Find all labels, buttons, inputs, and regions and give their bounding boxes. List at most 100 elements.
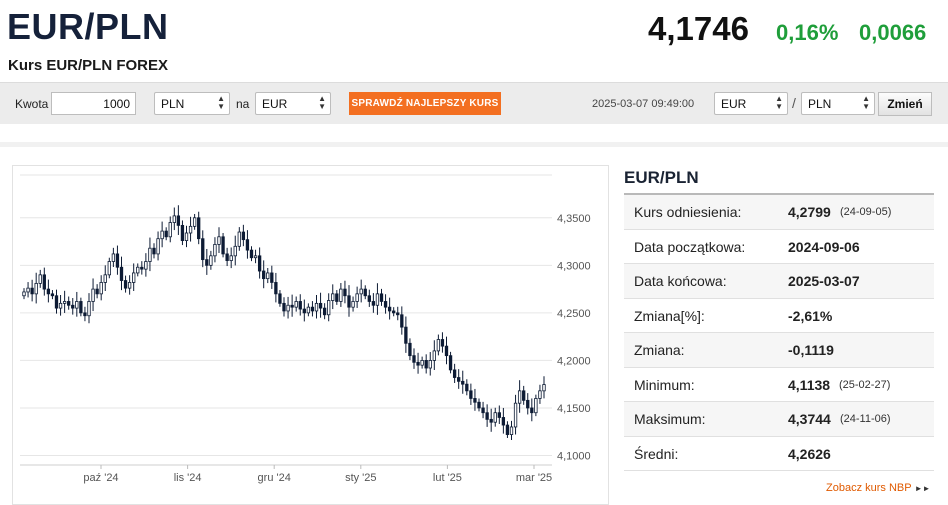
quote-currency-select[interactable]: PLN ▲ ▼: [801, 92, 875, 115]
candle-body: [363, 288, 367, 297]
candlestick-chart[interactable]: 4,1000 4,1500 4,2000 4,2500 4,3000 4,3500 paź …: [12, 165, 609, 503]
candle-body: [241, 231, 246, 241]
candle-body: [91, 288, 95, 302]
best-rate-button[interactable]: SPRAWDŹ NAJLEPSZY KURS: [349, 92, 501, 115]
candle-body: [436, 339, 441, 352]
change-pair-button[interactable]: Zmień: [878, 92, 932, 116]
candle-body: [278, 293, 282, 304]
candle-body: [290, 304, 294, 308]
candle-body: [225, 253, 229, 261]
candle-body: [392, 310, 396, 314]
candle-body: [245, 239, 250, 251]
nbp-rate-link[interactable]: Zobacz kurs NBP ►►: [826, 482, 930, 494]
candle-body: [26, 287, 30, 293]
y-tick-label: 4,2000: [557, 355, 591, 367]
stats-row: Zmiana[%]: -2,61%: [624, 299, 934, 333]
stats-value: -2,61%: [788, 307, 833, 324]
amount-input[interactable]: [51, 92, 136, 115]
x-tick-label: paź '24: [83, 472, 118, 484]
stats-row: Minimum: 4,1138 (25-02-27): [624, 368, 934, 402]
candle-body: [282, 302, 286, 312]
candle-body: [140, 266, 144, 270]
candle-body: [298, 301, 302, 310]
candle-body: [286, 304, 290, 312]
candle-body: [526, 399, 530, 409]
candle-body: [266, 272, 270, 280]
candle-body: [62, 301, 67, 304]
candle-body: [428, 360, 432, 369]
candle-body: [253, 255, 258, 259]
candle-body: [192, 217, 197, 227]
candle-body: [501, 417, 506, 426]
candle-body: [404, 326, 408, 344]
candle-body: [327, 300, 331, 316]
stats-label: Minimum:: [634, 376, 695, 393]
candle-body: [355, 293, 359, 302]
y-tick-label: 4,1000: [557, 450, 591, 462]
candle-body: [270, 272, 274, 283]
candle-body: [343, 288, 347, 297]
base-currency-value: EUR: [721, 97, 747, 111]
candle-body: [318, 302, 323, 309]
y-tick-label: 4,3000: [557, 260, 591, 272]
candle-body: [432, 350, 436, 361]
candle-body: [136, 266, 140, 274]
candle-body: [538, 390, 542, 399]
base-currency-select[interactable]: EUR ▲ ▼: [714, 92, 788, 115]
candle-body: [477, 401, 481, 409]
candle-body: [481, 407, 485, 414]
candle-body: [188, 225, 193, 234]
candle-body: [107, 261, 111, 276]
candle-body: [54, 295, 59, 309]
panel-title: EUR/PLN: [624, 162, 934, 195]
to-currency-select[interactable]: EUR ▲ ▼: [255, 92, 331, 115]
candle-body: [440, 339, 445, 347]
candle-body: [387, 306, 392, 312]
candle-body: [71, 304, 75, 309]
stats-row: Maksimum: 4,3744 (24-11-06): [624, 402, 934, 437]
y-tick-label: 4,3500: [557, 213, 591, 225]
candle-body: [322, 307, 327, 316]
candle-body: [359, 288, 363, 295]
candle-body: [197, 217, 201, 240]
candle-body: [485, 412, 489, 420]
x-tick-label: gru '24: [258, 472, 291, 484]
candle-body: [379, 293, 384, 302]
candle-body: [294, 301, 298, 308]
candle-body: [249, 249, 254, 259]
stats-value: 4,1138: [788, 376, 831, 393]
y-tick-label: 4,1500: [557, 403, 591, 415]
candle-body: [400, 314, 404, 328]
from-currency-select[interactable]: PLN ▲ ▼: [154, 92, 230, 115]
stats-label: Data początkowa:: [634, 238, 746, 255]
stats-value: 2024-09-06: [788, 238, 860, 255]
candle-body: [262, 270, 266, 280]
candle-body: [67, 301, 71, 306]
stats-row: Zmiana: -0,1119: [624, 333, 934, 368]
stats-label: Kurs odniesienia:: [634, 204, 742, 220]
candle-body: [310, 306, 315, 312]
candle-body: [83, 312, 87, 317]
candle-body: [339, 288, 343, 302]
candle-body: [34, 282, 38, 295]
candle-body: [306, 306, 311, 314]
stats-label: Zmiana[%]:: [634, 307, 705, 324]
candle-body: [461, 380, 465, 385]
select-arrows-icon: ▲ ▼: [775, 94, 783, 111]
candle-body: [217, 236, 221, 245]
y-tick-label: 4,2500: [557, 308, 591, 320]
candle-body: [46, 288, 51, 295]
stats-date: (24-09-05): [840, 206, 892, 218]
select-arrows-icon: ▲ ▼: [318, 94, 326, 111]
converter-toolbar: Kwota PLN ▲▼ na EUR ▲▼ SPRAWDŹ NAJLEPSZY…: [0, 82, 948, 124]
candle-body: [184, 232, 189, 242]
candle-body: [22, 291, 26, 297]
stats-row: Data początkowa: 2024-09-06: [624, 230, 934, 264]
candle-body: [383, 301, 388, 308]
stats-value: -0,1119: [788, 342, 834, 358]
candle-body: [335, 293, 339, 302]
candle-body: [505, 424, 510, 435]
candle-body: [465, 383, 469, 392]
candle-body: [115, 253, 120, 268]
candle-body: [457, 377, 461, 382]
